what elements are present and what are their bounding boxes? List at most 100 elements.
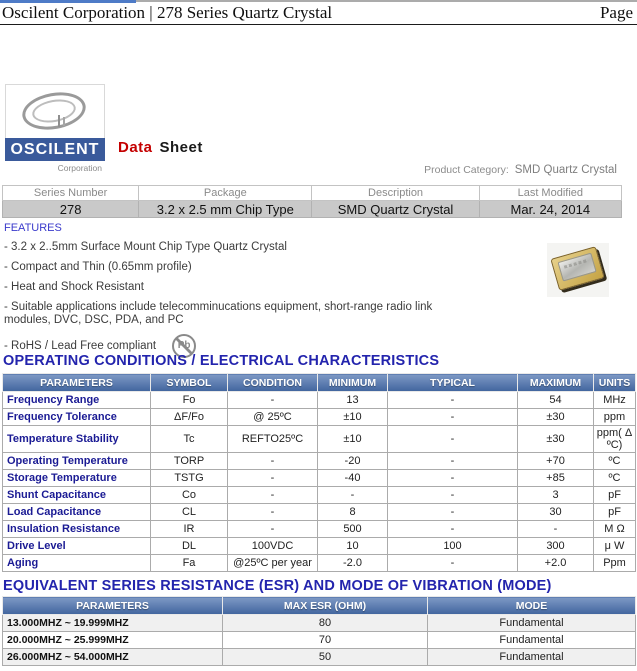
table-cell: Operating Temperature (2, 452, 151, 470)
column-header-description: Description (311, 185, 480, 201)
datasheet-word-data: Data (118, 139, 153, 156)
top-divider-bar (136, 0, 637, 2)
column-header-maximum: MAXIMUM (517, 373, 594, 392)
table-cell: Fa (150, 554, 228, 572)
feature-item: - Suitable applications include telecomm… (4, 301, 433, 326)
table-cell: pF (593, 486, 636, 504)
table-cell: Load Capacitance (2, 503, 151, 521)
last-modified-value: Mar. 24, 2014 (478, 200, 623, 218)
table-cell: +85 (517, 469, 594, 487)
column-header-mode: MODE (427, 596, 636, 615)
table-cell: - (387, 391, 518, 409)
table-cell: - (227, 452, 318, 470)
description-value: SMD Quartz Crystal (311, 200, 480, 218)
column-header-symbol: SYMBOL (150, 373, 228, 392)
lead-free-icon: Pb (172, 334, 197, 358)
product-category-value: SMD Quartz Crystal (514, 164, 617, 176)
column-header-condition: CONDITION (227, 373, 318, 392)
table-cell: 70 (222, 631, 428, 649)
table-row: Insulation Resistance IR - 500 - - M Ω (2, 520, 636, 538)
table-row: 20.000MHZ ~ 25.999MHZ 70 Fundamental (2, 631, 636, 649)
info-header-row: Series Number Package Description Last M… (1, 185, 623, 201)
feature-item: - Heat and Shock Resistant (4, 281, 144, 293)
table-cell: -2.0 (317, 554, 388, 572)
column-header-max-esr: MAX ESR (OHM) (222, 596, 428, 615)
table-cell: - (387, 452, 518, 470)
table-cell: Frequency Range (2, 391, 151, 409)
table-cell: Tc (150, 425, 228, 453)
table-cell: 3 (517, 486, 594, 504)
table-row: Frequency Tolerance ΔF/Fo @ 25ºC ±10 - ±… (2, 408, 636, 426)
table-cell: TORP (150, 452, 228, 470)
table-cell: 10 (317, 537, 388, 555)
smd-crystal-chip-image (550, 246, 605, 291)
table-cell: ppm (593, 408, 636, 426)
table-cell: ΔF/Fo (150, 408, 228, 426)
table-cell: ±10 (317, 408, 388, 426)
product-category: Product Category: SMD Quartz Crystal (424, 164, 617, 176)
table-cell: μ W (593, 537, 636, 555)
table-cell: ºC (593, 469, 636, 487)
table-row: Aging Fa @25ºC per year -2.0 - +2.0 Ppm (2, 554, 636, 572)
chip-marking (563, 258, 589, 269)
table-cell: - (387, 408, 518, 426)
table-cell: Aging (2, 554, 151, 572)
datasheet-title: Data Sheet (118, 139, 203, 156)
table-row: Shunt Capacitance Co - - - 3 pF (2, 486, 636, 504)
table-cell: Fundamental (427, 614, 636, 632)
table-row: 13.000MHZ ~ 19.999MHZ 80 Fundamental (2, 614, 636, 632)
table-cell: CL (150, 503, 228, 521)
logo-ellipse-icon (5, 84, 105, 138)
table-cell: Storage Temperature (2, 469, 151, 487)
table-cell: REFTO25ºC (227, 425, 318, 453)
table-cell: - (227, 486, 318, 504)
column-header-typical: TYPICAL (387, 373, 518, 392)
table-cell: -20 (317, 452, 388, 470)
table-cell: ±30 (517, 408, 594, 426)
table-cell: M Ω (593, 520, 636, 538)
logo-crystal-mark (63, 117, 65, 126)
table-cell: - (227, 520, 318, 538)
table-cell: Frequency Tolerance (2, 408, 151, 426)
table-cell: TSTG (150, 469, 228, 487)
table-cell: 13.000MHZ ~ 19.999MHZ (2, 614, 223, 632)
series-info-table: Series Number Package Description Last M… (1, 185, 623, 218)
datasheet-word-sheet: Sheet (159, 139, 203, 156)
table-cell: Fo (150, 391, 228, 409)
features-title: FEATURES (4, 222, 62, 234)
electrical-section-title: OPERATING CONDITIONS / ELECTRICAL CHARAC… (3, 353, 440, 369)
table-cell: 13 (317, 391, 388, 409)
table-cell: @25ºC per year (227, 554, 318, 572)
column-header-minimum: MINIMUM (317, 373, 388, 392)
top-accent-bar (0, 0, 136, 3)
table-cell: ±30 (517, 425, 594, 453)
features-section: FEATURES - 3.2 x 2..5mm Surface Mount Ch… (4, 222, 549, 365)
table-cell: 20.000MHZ ~ 25.999MHZ (2, 631, 223, 649)
table-cell: - (387, 486, 518, 504)
table-cell: IR (150, 520, 228, 538)
feature-item-rohs: - RoHS / Lead Free compliant Pb (4, 334, 549, 358)
company-logo: OSCILENT Corporation (5, 84, 105, 173)
table-cell: ±10 (317, 425, 388, 453)
table-cell: 300 (517, 537, 594, 555)
table-cell: 26.000MHZ ~ 54.000MHZ (2, 648, 223, 666)
table-cell: 100VDC (227, 537, 318, 555)
table-cell: ºC (593, 452, 636, 470)
table-row: Load Capacitance CL - 8 - 30 pF (2, 503, 636, 521)
column-header-parameters: PARAMETERS (2, 596, 223, 615)
table-cell: - (317, 486, 388, 504)
column-header-units: UNITS (593, 373, 636, 392)
table-row: Storage Temperature TSTG - -40 - +85 ºC (2, 469, 636, 487)
column-header-series-number: Series Number (1, 185, 140, 201)
table-header-row: PARAMETERS SYMBOL CONDITION MINIMUM TYPI… (2, 373, 636, 392)
table-cell: 50 (222, 648, 428, 666)
table-cell: Temperature Stability (2, 425, 151, 453)
table-cell: - (387, 425, 518, 453)
column-header-last-modified: Last Modified (478, 185, 623, 201)
logo-wordmark: OSCILENT (5, 138, 105, 161)
table-cell: @ 25ºC (227, 408, 318, 426)
feature-item: - 3.2 x 2..5mm Surface Mount Chip Type Q… (4, 241, 287, 253)
esr-mode-table: PARAMETERS MAX ESR (OHM) MODE 13.000MHZ … (2, 596, 636, 666)
table-cell: Co (150, 486, 228, 504)
esr-section-title: EQUIVALENT SERIES RESISTANCE (ESR) AND M… (3, 578, 552, 594)
